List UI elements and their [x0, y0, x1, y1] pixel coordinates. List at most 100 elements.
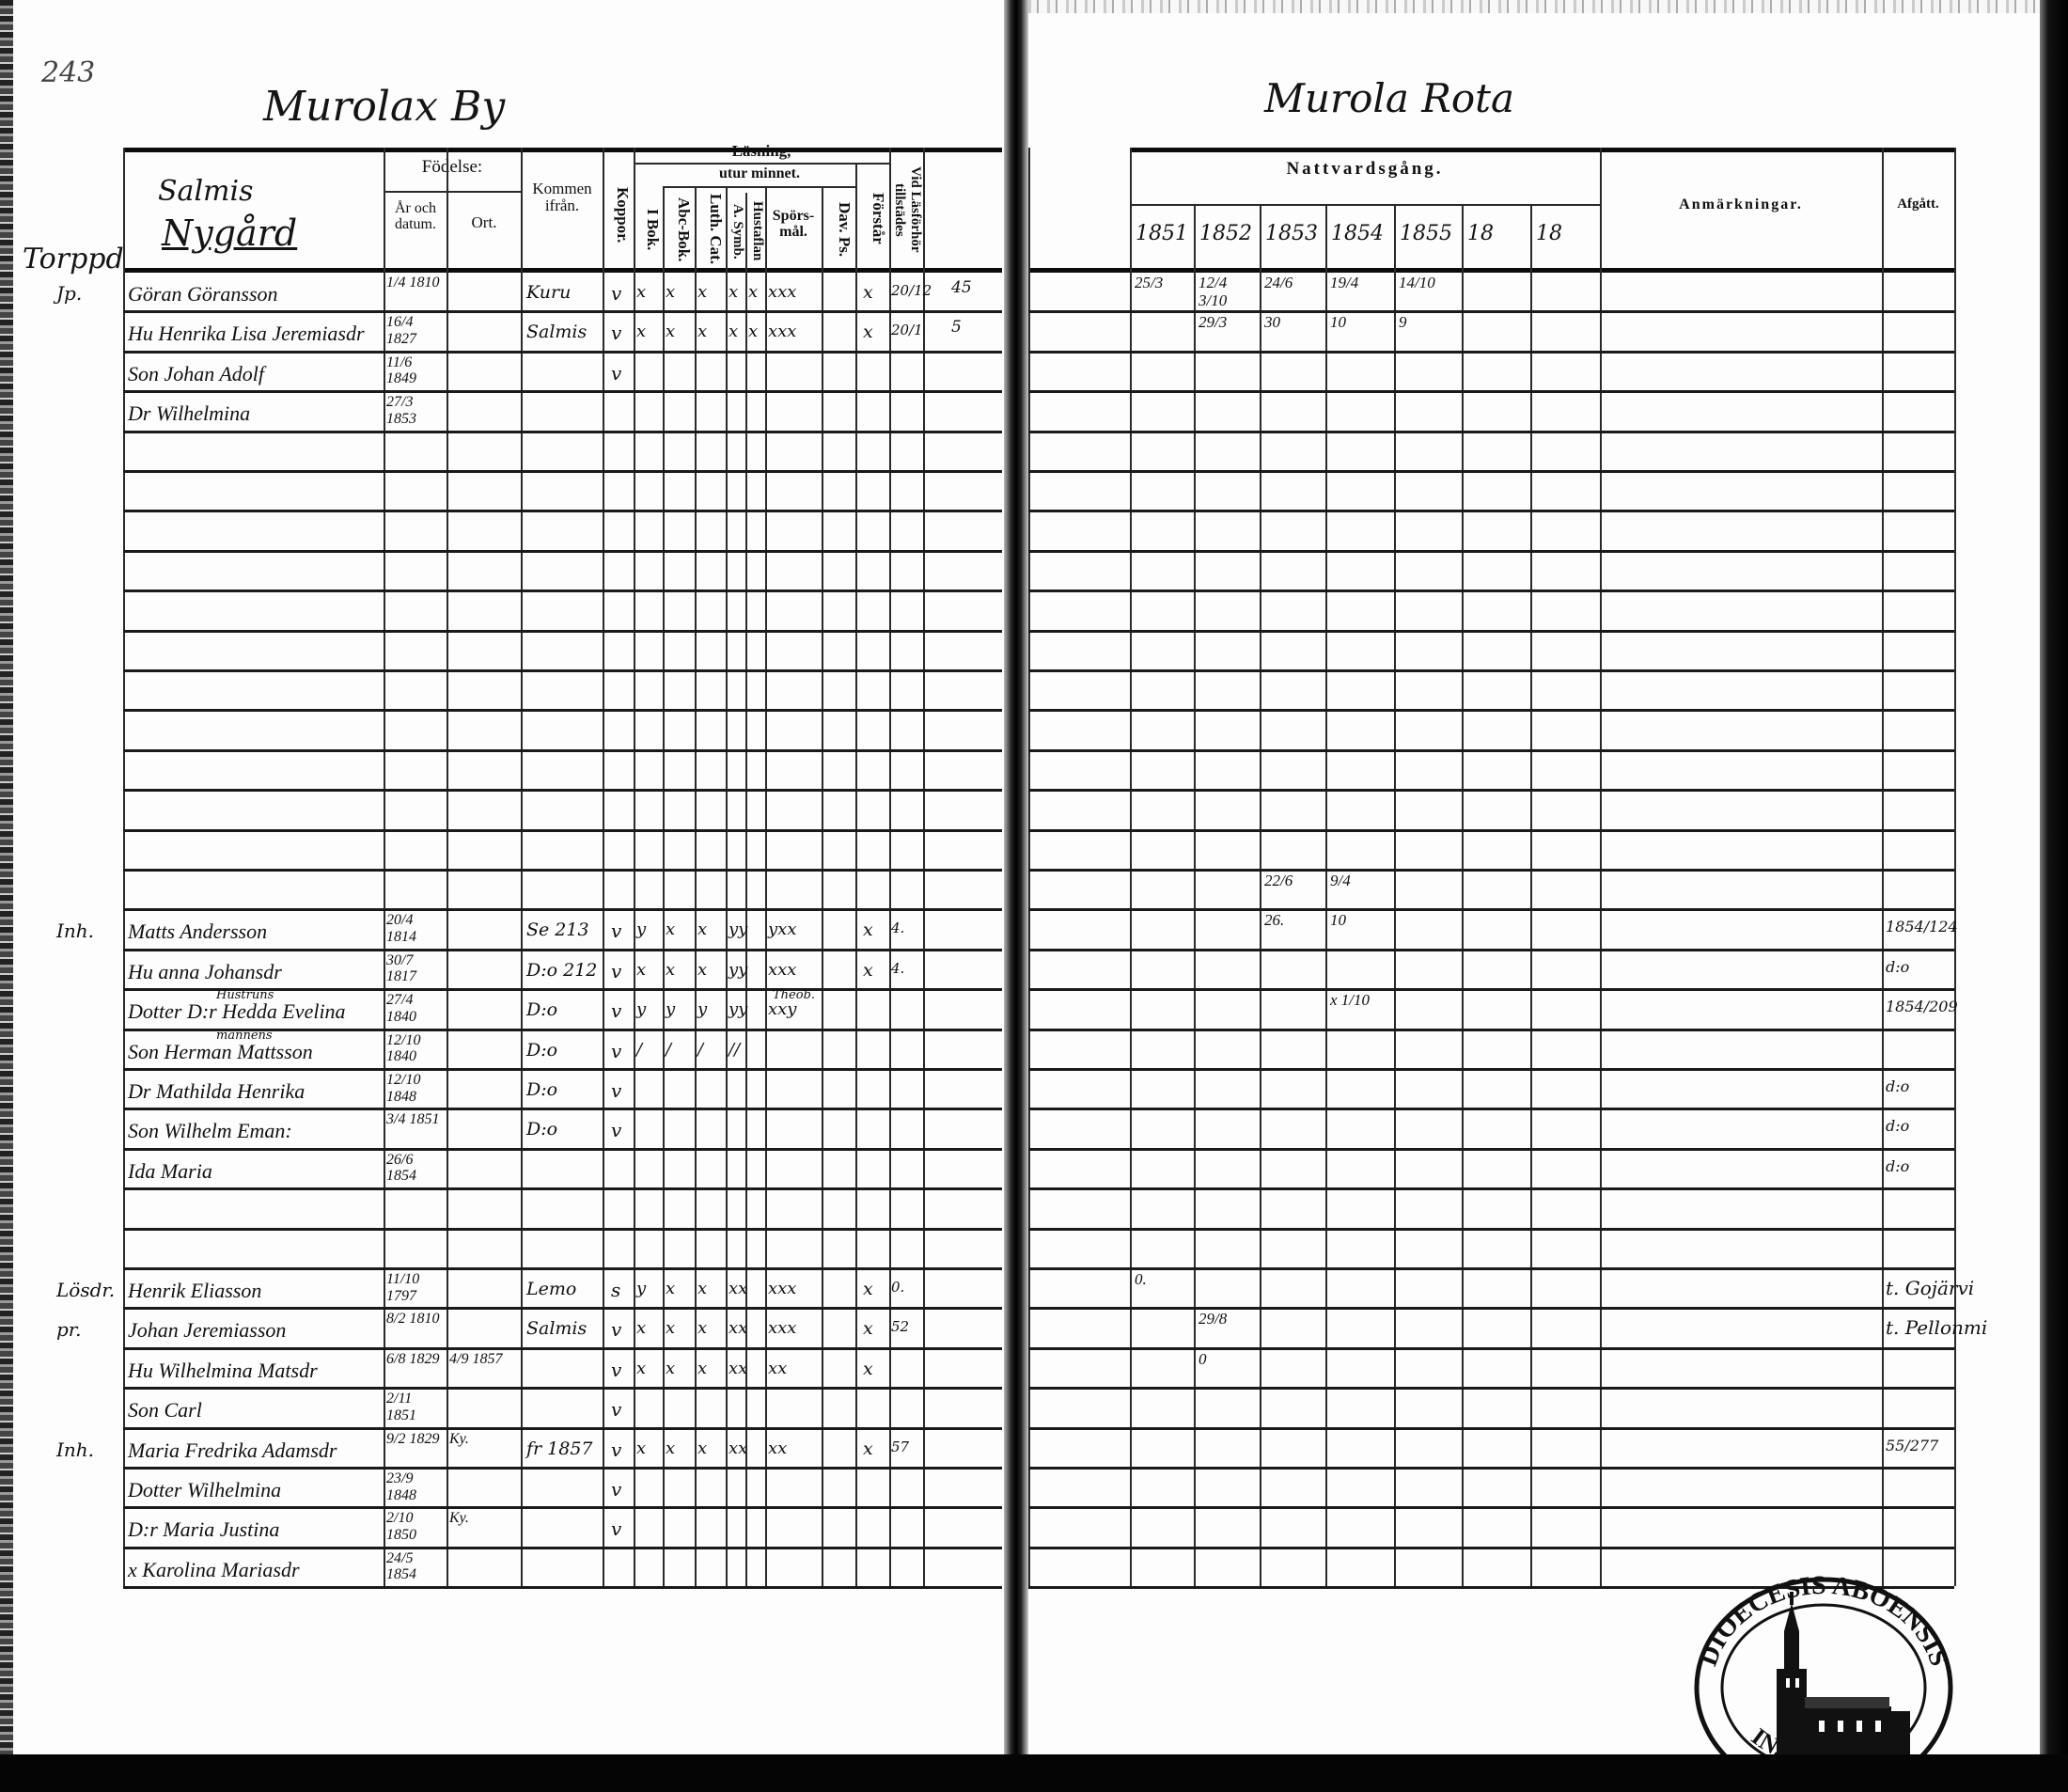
- reading-mark: xx: [768, 1358, 788, 1378]
- reading-mark: x: [697, 322, 708, 342]
- row-rule: [123, 1028, 1002, 1031]
- reading-mark: xx: [728, 1279, 748, 1298]
- row-rule-right: [1028, 748, 1954, 752]
- reading-mark: x: [697, 1279, 708, 1298]
- reading-mark: y: [636, 999, 647, 1020]
- came-from: Salmis: [526, 1318, 588, 1340]
- reading-mark: x: [697, 1438, 708, 1458]
- name-annotation: mannens: [216, 1028, 273, 1043]
- reading-mark: /: [697, 1039, 704, 1060]
- remark: t. Gojärvi: [1886, 1277, 1975, 1299]
- birth-place: Ky.: [449, 1510, 469, 1527]
- header-vid-lasforhor: Vid Läsförhör tillstädes: [892, 166, 923, 253]
- column-rule: [745, 193, 747, 1587]
- row-rule-right: [1028, 1307, 1954, 1311]
- birth-date: 2/11 1851: [386, 1391, 416, 1423]
- right-page-title: Murola Rota: [1264, 75, 1515, 121]
- reading-mark: x: [666, 1318, 676, 1339]
- column-rule: [521, 148, 523, 1587]
- understands-mark: x: [863, 1279, 873, 1299]
- birth-date: 11/10 1797: [386, 1271, 420, 1304]
- understands-mark: x: [863, 959, 873, 981]
- communion-date: 9: [1399, 313, 1407, 332]
- column-rule: [923, 148, 925, 1587]
- person-name: Dr Mathilda Henrika: [128, 1079, 306, 1103]
- row-rule: [123, 1267, 1002, 1270]
- catechism-attendance: 4.: [891, 920, 905, 937]
- reading-mark: x: [636, 322, 647, 342]
- communion-date: 14/10: [1399, 274, 1435, 291]
- birth-date: 6/8 1829: [386, 1350, 440, 1367]
- departed-note: d:o: [1886, 1117, 1910, 1136]
- year-header: 18: [1467, 222, 1494, 245]
- row-rule: [123, 1227, 1002, 1231]
- header-koppor: Koppor.: [614, 187, 632, 244]
- year-header: 1854: [1331, 222, 1384, 245]
- name-annotation: Hustruns: [216, 988, 274, 1003]
- smallpox-mark: v: [611, 361, 622, 385]
- reading-mark: x: [666, 282, 676, 302]
- smallpox-mark: v: [611, 959, 622, 982]
- catechism-attendance: 4.: [891, 959, 905, 977]
- row-rule: [123, 789, 1002, 793]
- came-from: Salmis: [526, 322, 588, 343]
- reading-mark: xxx: [768, 282, 797, 302]
- reading-mark: xxx: [768, 1318, 797, 1339]
- smallpox-mark: v: [611, 282, 622, 305]
- reading-mark: x: [666, 1279, 676, 1298]
- reading-mark: xxy: [768, 999, 797, 1020]
- row-rule: [123, 908, 1002, 912]
- row-rule-right: [1028, 1426, 1954, 1430]
- row-rule-right: [1028, 1187, 1954, 1191]
- svg-text:DIOECESIS ABOENSIS: DIOECESIS ABOENSIS: [1694, 1571, 1954, 1670]
- smallpox-mark: v: [611, 920, 622, 943]
- birth-date: 16/4 1827: [386, 314, 416, 347]
- reading-mark: x: [636, 1358, 647, 1378]
- reading-mark: yxx: [768, 920, 797, 940]
- row-rule-right: [1028, 1267, 1954, 1270]
- column-rule: [889, 148, 891, 1587]
- reading-mark: x: [697, 959, 708, 980]
- row-rule-right: [1028, 549, 1954, 553]
- column-rule: [123, 148, 125, 1587]
- person-name: Ida Maria: [128, 1158, 212, 1183]
- reading-mark: y: [636, 920, 647, 940]
- header-bottom-rule-right: [1028, 268, 1954, 273]
- page-number: 243: [41, 56, 96, 89]
- came-from: D:o: [526, 1039, 558, 1061]
- row-rule: [123, 669, 1002, 672]
- communion-date: 29/8: [1198, 1310, 1228, 1328]
- row-rule-right: [1028, 908, 1954, 912]
- row-rule-right: [1028, 1068, 1954, 1071]
- scan-edge-bottom: [0, 1754, 2068, 1792]
- person-name: Hu anna Johansdr: [128, 959, 282, 983]
- person-name: Dr Wilhelmina: [128, 401, 251, 426]
- departed-note: d:o: [1886, 957, 1910, 976]
- column-rule-right: [1954, 148, 1956, 1587]
- person-name: D:r Maria Justina: [128, 1517, 280, 1542]
- margin-number: 45: [951, 278, 972, 297]
- reading-mark: x: [666, 959, 676, 980]
- person-name: Son Johan Adolf: [128, 361, 265, 385]
- column-rule: [726, 186, 728, 1587]
- row-rule-right: [1028, 948, 1954, 951]
- smallpox-mark: v: [611, 1318, 622, 1342]
- row-rule-right: [1028, 1227, 1954, 1231]
- margin-note: pr.: [56, 1318, 82, 1342]
- catechism-attendance: 20/1: [891, 322, 923, 339]
- row-rule: [123, 988, 1002, 992]
- row-rule-right: [1028, 1028, 1954, 1031]
- row-rule: [123, 709, 1002, 713]
- column-rule-right: [1260, 204, 1261, 1587]
- row-rule: [123, 1586, 1002, 1590]
- year-header: 1852: [1199, 222, 1252, 245]
- row-rule-right: [1028, 988, 1954, 992]
- row-rule: [123, 1346, 1002, 1350]
- farm-village: Salmis: [158, 175, 254, 208]
- reading-mark: x: [666, 920, 676, 940]
- row-rule-right: [1028, 1586, 1954, 1590]
- reading-mark: //: [728, 1039, 741, 1060]
- communion-date: 10: [1330, 911, 1346, 930]
- smallpox-mark: v: [611, 322, 622, 345]
- smallpox-mark: v: [611, 1119, 622, 1142]
